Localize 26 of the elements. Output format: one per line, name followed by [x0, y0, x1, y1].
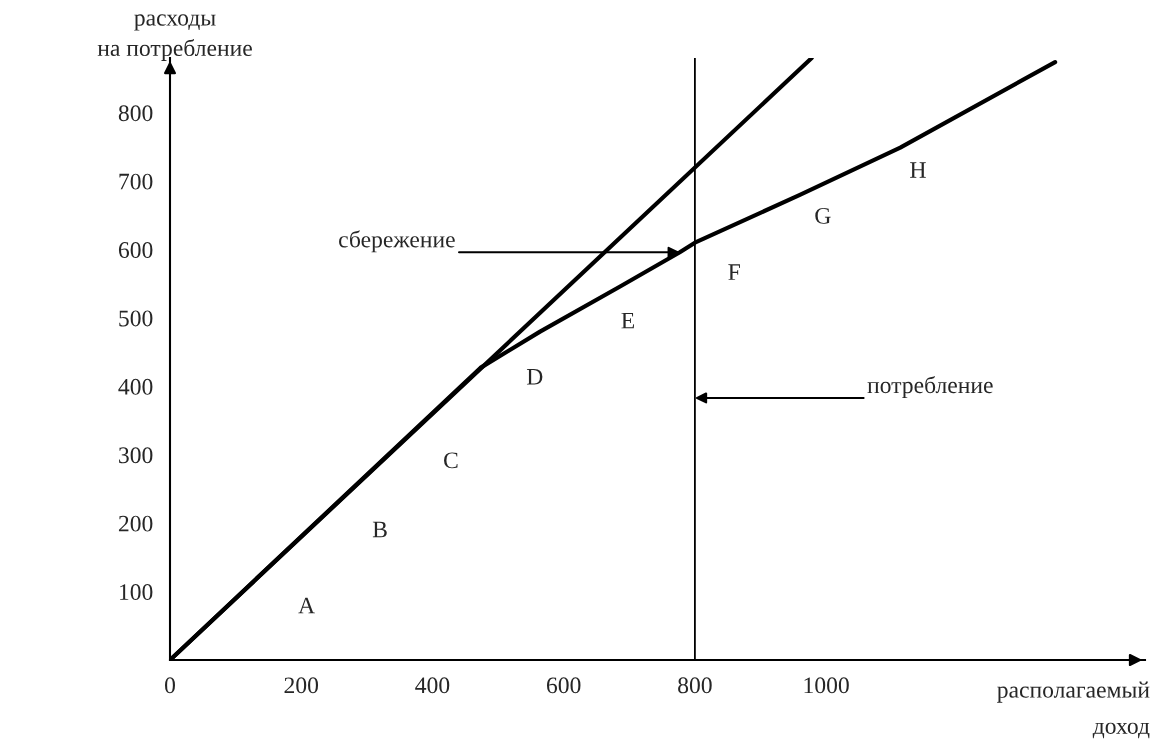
annotation: H — [910, 162, 926, 178]
y-tick-label: 700 — [119, 173, 153, 190]
annotation: G — [815, 207, 831, 224]
annotation: сбережение — [339, 230, 455, 253]
annotation: F — [728, 264, 740, 280]
x-tick-label: 800 — [678, 677, 712, 694]
annotation: потребление — [867, 376, 993, 398]
x-tick-label: 200 — [284, 677, 319, 694]
y-tick-label: 500 — [119, 310, 153, 327]
y-axis-title: расходы на потребление — [97, 14, 252, 61]
y-tick-label: 600 — [118, 242, 153, 258]
y-tick-label: 100 — [119, 584, 153, 601]
x-tick-label: 400 — [415, 677, 450, 694]
x-axis-title: располагаемый доход — [997, 681, 1150, 739]
annotation: A — [298, 597, 315, 614]
x-tick-label: 600 — [546, 677, 581, 694]
y-tick-label: 300 — [119, 447, 153, 464]
y-tick-label: 400 — [118, 378, 153, 395]
x-tick-label: 1000 — [804, 677, 849, 694]
annotation: E — [621, 312, 635, 329]
y-tick-label: 200 — [118, 515, 153, 532]
annotation: D — [526, 369, 543, 385]
annotation: B — [372, 521, 387, 538]
y-tick-label: 800 — [118, 105, 153, 122]
annotation: C — [444, 452, 458, 469]
x-tick-label: 0 — [165, 677, 175, 694]
